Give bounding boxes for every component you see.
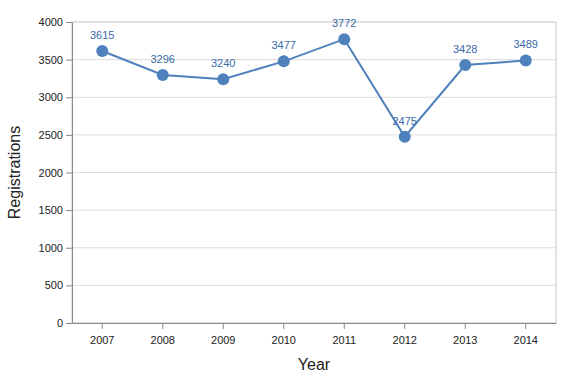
data-label: 3477 <box>272 39 296 51</box>
y-tick-mark <box>66 173 72 174</box>
x-tick-mark <box>162 323 163 329</box>
marker <box>278 55 290 67</box>
y-tick-label: 500 <box>45 279 63 291</box>
x-tick-mark <box>404 323 405 329</box>
line <box>102 39 526 137</box>
y-tick-mark <box>66 135 72 136</box>
x-tick-label: 2014 <box>514 334 538 346</box>
data-label: 3772 <box>332 17 356 29</box>
x-axis: 2007 2008 2009 2010 2011 2012 2013 2014 <box>73 323 557 346</box>
x-tick-mark <box>223 323 224 329</box>
grid-line <box>72 134 556 135</box>
y-tick: 2000 <box>39 167 72 179</box>
x-tick-label: 2009 <box>211 334 235 346</box>
x-tick-label: 2007 <box>90 334 114 346</box>
x-tick: 2010 <box>272 323 296 346</box>
y-axis-title: Registrations <box>6 126 23 219</box>
y-tick-label: 2500 <box>39 129 63 141</box>
y-axis-line <box>72 23 73 324</box>
data-label: 2475 <box>393 115 417 127</box>
x-tick: 2013 <box>453 323 477 346</box>
x-tick-mark <box>102 323 103 329</box>
y-tick-label: 0 <box>57 317 63 329</box>
y-tick-mark <box>66 60 72 61</box>
y-tick-mark <box>66 210 72 211</box>
data-label: 3428 <box>453 43 477 55</box>
marker <box>96 45 108 57</box>
x-tick: 2009 <box>211 323 235 346</box>
x-tick-mark <box>283 323 284 329</box>
data-label: 3615 <box>90 29 114 41</box>
y-tick: 500 <box>45 279 72 291</box>
x-tick-label: 2012 <box>393 334 417 346</box>
y-tick: 1500 <box>39 204 72 216</box>
grid <box>72 22 556 323</box>
plot: 0 500 1000 1500 2000 2500 3000 3500 4000 2007 2008… <box>39 16 557 346</box>
y-tick: 4000 <box>39 16 72 28</box>
x-tick: 2007 <box>90 323 114 346</box>
y-tick: 2500 <box>39 129 72 141</box>
marker <box>338 33 350 45</box>
y-tick-mark <box>66 97 72 98</box>
plot-frame <box>72 22 556 323</box>
chart: 0 500 1000 1500 2000 2500 3000 3500 4000 2007 2008… <box>0 0 570 380</box>
y-tick-label: 2000 <box>39 167 63 179</box>
y-tick-mark <box>66 323 72 324</box>
y-tick-label: 4000 <box>39 16 63 28</box>
y-tick-label: 1500 <box>39 204 63 216</box>
y-tick: 1000 <box>39 242 72 254</box>
grid-line <box>72 59 556 60</box>
data-label: 3296 <box>151 53 175 65</box>
data-label: 3489 <box>514 38 538 50</box>
x-tick-mark <box>344 323 345 329</box>
grid-line <box>72 172 556 173</box>
x-tick: 2008 <box>151 323 175 346</box>
grid-line <box>72 22 556 23</box>
x-tick-label: 2010 <box>272 334 296 346</box>
x-tick: 2012 <box>393 323 417 346</box>
data-label: 3240 <box>211 57 235 69</box>
series <box>96 33 532 143</box>
y-tick-label: 3000 <box>39 91 63 103</box>
y-tick-mark <box>66 285 72 286</box>
x-tick-label: 2008 <box>151 334 175 346</box>
y-tick-mark <box>66 22 72 23</box>
x-tick: 2014 <box>514 323 538 346</box>
grid-line <box>72 210 556 211</box>
grid-line <box>72 97 556 98</box>
marker <box>399 131 411 143</box>
x-tick-label: 2011 <box>332 334 356 346</box>
y-tick-label: 1000 <box>39 242 63 254</box>
x-tick-mark <box>465 323 466 329</box>
marker <box>459 59 471 71</box>
x-axis-title: Year <box>298 356 331 373</box>
y-axis: 0 500 1000 1500 2000 2500 3000 3500 4000 <box>39 16 73 329</box>
marker <box>157 69 169 81</box>
y-tick: 3500 <box>39 54 72 66</box>
x-tick: 2011 <box>332 323 356 346</box>
x-tick-label: 2013 <box>453 334 477 346</box>
y-tick-mark <box>66 248 72 249</box>
y-tick: 3000 <box>39 91 72 103</box>
marker <box>520 54 532 66</box>
grid-line <box>72 247 556 248</box>
grid-line <box>72 285 556 286</box>
x-axis-line <box>73 323 557 324</box>
grid-line <box>72 323 556 324</box>
y-tick: 0 <box>57 317 72 329</box>
x-tick-mark <box>525 323 526 329</box>
marker <box>217 73 229 85</box>
y-tick-label: 3500 <box>39 54 63 66</box>
data-labels: 3615 3296 3240 3477 3772 2475 3428 3489 <box>90 17 538 127</box>
